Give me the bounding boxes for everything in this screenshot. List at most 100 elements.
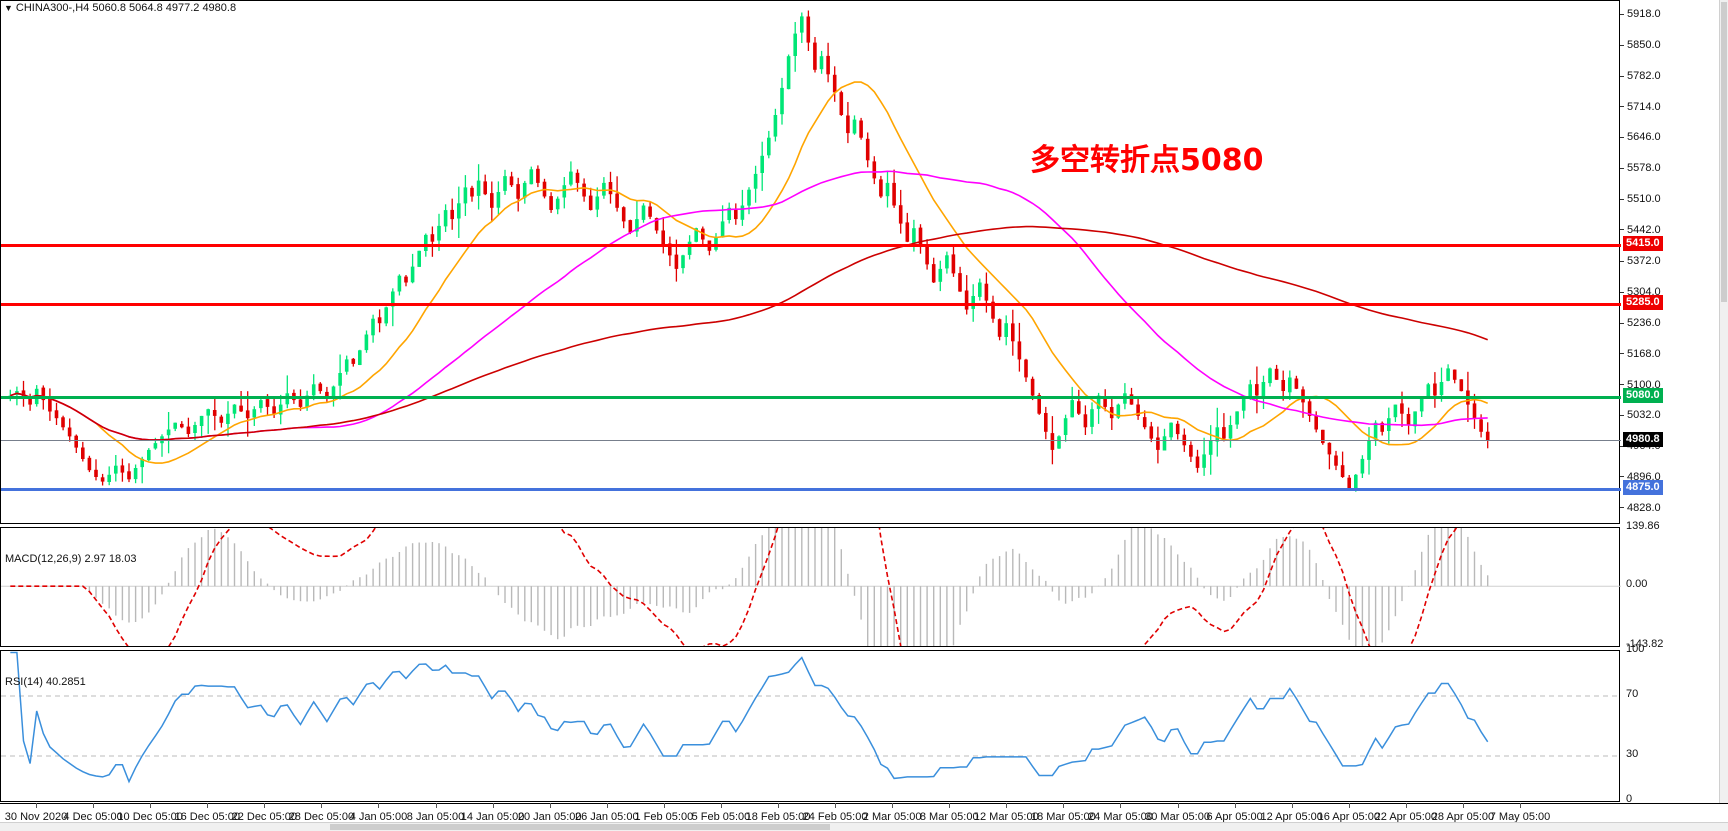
time-axis-label: 1 Feb 05:00 (634, 811, 694, 823)
rsi-axis-tick: 30 (1626, 748, 1639, 760)
chart-header: ▼ CHINA300-,H4 5060.8 5064.8 4977.2 4980.… (4, 2, 236, 14)
rsi-axis-tick: 100 (1626, 643, 1645, 655)
price-badge-5285-0[interactable]: 5285.0 (1623, 294, 1663, 310)
time-axis-label: 28 Dec 05:00 (288, 811, 355, 823)
chart-header-text: CHINA300-,H4 5060.8 5064.8 4977.2 4980.8 (15, 2, 237, 14)
time-axis-tick (835, 803, 837, 808)
time-axis-tick (1120, 803, 1122, 808)
time-axis-label: 5 Feb 05:00 (691, 811, 751, 823)
price-chart-panel[interactable] (0, 0, 1621, 525)
price-axis-tick: 5918.0 (1620, 9, 1661, 20)
rsi-axis-tick: 0 (1626, 793, 1633, 805)
time-axis-label: 18 Feb 05:00 (745, 811, 811, 823)
time-axis-label: 16 Dec 05:00 (174, 811, 240, 823)
rsi-panel[interactable] (0, 650, 1621, 802)
rsi-line (1, 651, 1621, 801)
price-axis-tick: 5782.0 (1620, 70, 1661, 82)
time-axis-label: 28 Apr 05:00 (1431, 811, 1495, 823)
time-axis-tick (1462, 803, 1464, 808)
level-line-support-4875[interactable] (1, 488, 1621, 492)
rsi-axis: 100 70 30 0 (1620, 644, 1728, 805)
level-line-last-price-4980[interactable] (1, 440, 1621, 442)
time-axis-label: 10 Dec 05:00 (117, 811, 183, 823)
time-axis-tick (720, 803, 722, 808)
price-candles-and-moving-averages (1, 1, 1619, 525)
time-axis-label: 18 Mar 05:00 (1030, 811, 1096, 823)
price-axis-tick: 4896.0 (1620, 471, 1661, 483)
time-axis-tick (150, 803, 152, 808)
price-axis-tick: 5032.0 (1620, 410, 1661, 421)
price-axis-tick: 5236.0 (1620, 317, 1661, 329)
time-axis-tick (549, 803, 551, 808)
time-axis-tick (321, 803, 323, 808)
level-line-pivot-5080[interactable] (1, 395, 1621, 399)
time-axis-label: 14 Jan 05:00 (460, 811, 525, 823)
horizontal-scrollbar[interactable] (0, 822, 1728, 831)
time-axis-label: 2 Mar 05:00 (862, 811, 922, 823)
vertical-scrollbar[interactable] (1719, 0, 1728, 803)
price-axis-tick: 5714.0 (1620, 101, 1661, 113)
rsi-axis-tick: 70 (1626, 688, 1639, 700)
time-axis-tick (207, 803, 209, 808)
time-axis-label: 22 Apr 05:00 (1374, 811, 1438, 823)
time-axis-label: 30 Nov 2020 (4, 811, 68, 823)
price-badge-4875-0[interactable]: 4875.0 (1623, 480, 1663, 496)
price-axis-tick: 5100.0 (1620, 379, 1661, 391)
time-axis-label: 12 Apr 05:00 (1260, 811, 1323, 823)
time-axis-label: 8 Mar 05:00 (919, 811, 979, 823)
price-axis-tick: 4828.0 (1620, 502, 1661, 514)
price-axis[interactable]: 5918.0 5850.0 5782.0 5714.0 5646.0 5578.0 5510… (1620, 0, 1728, 524)
price-axis-tick: 5578.0 (1620, 163, 1661, 174)
time-axis-tick (264, 803, 266, 808)
macd-axis-tick: 139.86 (1626, 520, 1660, 532)
time-axis-tick (1063, 803, 1065, 808)
time-axis-tick (1291, 803, 1293, 808)
time-axis-tick (1234, 803, 1236, 808)
time-axis-tick (949, 803, 951, 808)
time-axis-tick (892, 803, 894, 808)
horizontal-scrollbar-thumb[interactable] (330, 824, 830, 830)
time-axis-tick (663, 803, 665, 808)
time-axis-label: 6 Apr 05:00 (1206, 811, 1263, 823)
time-axis-label: 16 Apr 05:00 (1317, 811, 1380, 823)
vertical-scrollbar-thumb[interactable] (1721, 2, 1727, 302)
time-axis-label: 24 Feb 05:00 (802, 811, 868, 823)
macd-axis: 139.86 0.00 -143.82 (1620, 521, 1728, 650)
time-axis-label: 4 Dec 05:00 (63, 811, 123, 823)
time-axis-tick (492, 803, 494, 808)
chart-annotation-text: 多空转折点5080 (1030, 143, 1264, 178)
macd-axis-tick: 0.00 (1626, 578, 1648, 591)
price-axis-tick: 5850.0 (1620, 40, 1661, 51)
time-axis-tick (378, 803, 380, 808)
time-axis-tick (93, 803, 95, 808)
time-axis-label: 30 Mar 05:00 (1145, 811, 1210, 823)
time-axis-label: 20 Jan 05:00 (517, 811, 582, 823)
price-badge-5080-0[interactable]: 5080.0 (1623, 387, 1663, 403)
time-axis-tick (1006, 803, 1008, 808)
price-badge-5415-0[interactable]: 5415.0 (1623, 235, 1663, 251)
time-axis-tick (1520, 803, 1521, 808)
time-axis-tick (778, 803, 779, 808)
collapse-caret-icon[interactable]: ▼ (4, 3, 13, 13)
price-axis-tick: 5442.0 (1620, 224, 1661, 236)
price-axis-tick: 5372.0 (1620, 256, 1661, 267)
time-axis-label: 26 Jan 05:00 (574, 811, 639, 823)
price-axis-tick: 5304.0 (1620, 287, 1661, 298)
time-axis-tick (36, 803, 37, 808)
time-axis-label: 4 Jan 05:00 (349, 811, 408, 823)
level-line-resistance-5415[interactable] (1, 243, 1621, 247)
time-axis-tick (435, 803, 437, 808)
price-axis-tick: 5510.0 (1620, 194, 1661, 205)
level-line-resistance-5285[interactable] (1, 302, 1621, 306)
macd-indicator-label: MACD(12,26,9) 2.97 18.03 (5, 553, 137, 565)
time-axis-tick (1405, 803, 1407, 808)
price-axis-tick: 5646.0 (1620, 132, 1661, 143)
price-badge-4980-8[interactable]: 4980.8 (1623, 432, 1663, 448)
time-axis-tick (1348, 803, 1350, 808)
time-axis-label: 12 Mar 05:00 (973, 811, 1039, 823)
time-axis-label: 24 Mar 05:00 (1088, 811, 1153, 823)
price-axis-tick: 5168.0 (1620, 348, 1661, 360)
macd-panel[interactable] (0, 527, 1621, 647)
macd-histogram-and-lines (1, 528, 1621, 646)
